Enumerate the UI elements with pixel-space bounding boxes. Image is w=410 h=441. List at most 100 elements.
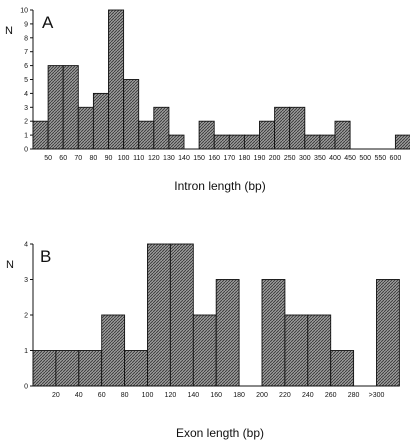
y-tick-label: 7	[24, 49, 28, 56]
x-tick-label: 200	[269, 155, 281, 162]
x-tick-label: 170	[223, 155, 235, 162]
bar	[123, 79, 140, 150]
bar	[47, 65, 64, 150]
x-tick-label: 120	[165, 392, 177, 399]
x-tick-label: 250	[284, 155, 296, 162]
x-tick-label: 100	[142, 392, 154, 399]
bar	[215, 279, 240, 387]
bar	[32, 120, 49, 150]
y-tick-label: 9	[24, 21, 28, 28]
x-tick-label: 60	[98, 392, 106, 399]
bar	[307, 314, 332, 387]
bar	[153, 106, 170, 150]
panel-b-y-axis-label: N	[6, 259, 14, 271]
x-tick-label: 60	[59, 155, 67, 162]
x-tick-label: 70	[74, 155, 82, 162]
panel-a-label: A	[42, 13, 54, 32]
x-tick-label: 120	[148, 155, 160, 162]
bar	[243, 134, 260, 150]
y-tick-label: 3	[24, 277, 28, 284]
bar	[289, 106, 306, 150]
panel-a-x-axis-label: Intron length (bp)	[174, 179, 265, 193]
x-tick-label: 160	[208, 155, 220, 162]
bar	[78, 350, 103, 387]
y-tick-label: 0	[24, 384, 28, 391]
x-tick-label: 220	[279, 392, 291, 399]
x-tick-label: 450	[344, 155, 356, 162]
bar	[62, 65, 79, 150]
x-tick-label: 20	[52, 392, 60, 399]
x-tick-label: 260	[325, 392, 337, 399]
y-tick-label: 1	[24, 133, 28, 140]
panel-a: A N Intron length (bp) 0 1 2 3 4 5 6 7 8 9 10 50 60…	[5, 8, 410, 193]
x-tick-label: 550	[374, 155, 386, 162]
bar	[259, 120, 276, 150]
x-tick-label: 180	[233, 392, 245, 399]
x-tick-label: 150	[193, 155, 205, 162]
x-tick-label: >300	[369, 392, 385, 399]
x-tick-label: 130	[163, 155, 175, 162]
x-tick-label: 500	[359, 155, 371, 162]
bar	[92, 92, 109, 150]
bar	[55, 350, 80, 387]
y-tick-label: 8	[24, 35, 28, 42]
x-tick-label: 140	[178, 155, 190, 162]
bar	[394, 134, 410, 150]
y-tick-label: 10	[20, 8, 28, 15]
bar	[376, 279, 400, 387]
x-tick-label: 40	[75, 392, 83, 399]
x-tick-label: 80	[90, 155, 98, 162]
y-tick-label: 2	[24, 313, 28, 320]
x-tick-label: 190	[254, 155, 266, 162]
bar	[319, 134, 336, 150]
bar	[334, 120, 351, 150]
bar	[304, 134, 321, 150]
panel-a-bars	[32, 9, 410, 150]
bar	[198, 120, 215, 150]
panel-b-label: B	[40, 247, 51, 266]
bar	[101, 314, 126, 387]
x-tick-label: 180	[239, 155, 251, 162]
bar	[168, 134, 185, 150]
panel-b-x-axis-label: Exon length (bp)	[176, 426, 264, 440]
y-tick-label: 2	[24, 119, 28, 126]
bar	[284, 314, 309, 387]
y-tick-label: 1	[24, 348, 28, 355]
bar	[138, 120, 155, 150]
panel-a-x-tick-labels: 50 60 70 80 90 100 110 120 130 140 150 160 170 180 190…	[44, 155, 401, 162]
bar	[32, 350, 57, 387]
y-tick-label: 3	[24, 105, 28, 112]
panel-a-y-axis-label: N	[5, 25, 13, 37]
bar	[124, 350, 148, 387]
x-tick-label: 50	[44, 155, 52, 162]
x-tick-label: 600	[390, 155, 402, 162]
panel-b: B N Exon length (bp) 0 1 2 3 4 20 40 60 80 100 12…	[6, 242, 400, 440]
panel-b-y-ticks: 0 1 2 3 4	[24, 242, 33, 391]
y-tick-label: 6	[24, 63, 28, 70]
y-tick-label: 4	[24, 242, 28, 249]
bar	[77, 106, 94, 150]
bar	[147, 243, 171, 387]
x-tick-label: 200	[256, 392, 268, 399]
x-tick-label: 160	[210, 392, 222, 399]
x-tick-label: 110	[133, 155, 144, 162]
x-tick-label: 80	[121, 392, 129, 399]
bar	[261, 279, 286, 387]
x-tick-label: 350	[314, 155, 326, 162]
panel-b-x-tick-labels: 20 40 60 80 100 120 140 160 180 200 220 240 260 280 >3…	[52, 392, 384, 399]
y-tick-label: 4	[24, 91, 28, 98]
x-tick-label: 400	[329, 155, 341, 162]
panel-b-bars	[32, 243, 400, 387]
bar	[274, 106, 291, 150]
x-tick-label: 300	[299, 155, 311, 162]
bar	[169, 243, 194, 387]
x-tick-label: 100	[118, 155, 130, 162]
bar	[108, 9, 125, 150]
y-tick-label: 0	[24, 147, 28, 154]
x-tick-label: 140	[187, 392, 199, 399]
x-tick-label: 280	[348, 392, 360, 399]
x-tick-label: 240	[302, 392, 314, 399]
bar	[228, 134, 245, 150]
bar	[192, 314, 217, 387]
